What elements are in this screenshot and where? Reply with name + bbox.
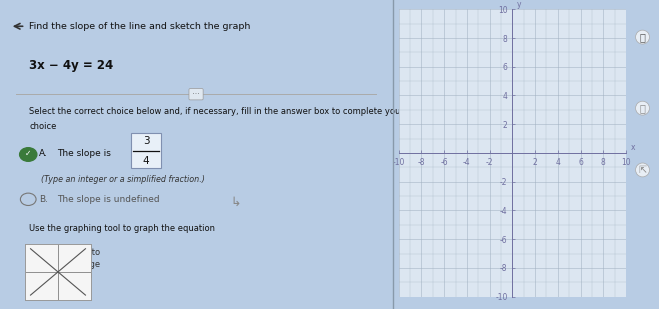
Text: 3: 3 [143,136,150,146]
Text: ✓: ✓ [25,149,32,158]
Text: Select the correct choice below and, if necessary, fill in the answer box to com: Select the correct choice below and, if … [30,107,404,116]
Text: Use the graphing tool to graph the equation: Use the graphing tool to graph the equat… [30,224,215,233]
Text: 🔍: 🔍 [640,32,645,42]
Text: Click to
enlarge
graph: Click to enlarge graph [69,248,101,281]
Text: The slope is: The slope is [57,149,111,158]
Text: ↳: ↳ [230,196,241,209]
Text: A.: A. [40,149,48,158]
Text: (Type an integer or a simplified fraction.): (Type an integer or a simplified fractio… [41,175,205,184]
Text: 4: 4 [143,155,150,166]
Text: x: x [631,143,635,152]
Text: 🔍: 🔍 [640,103,645,113]
Text: ···: ··· [190,90,202,99]
Text: The slope is undefined: The slope is undefined [57,195,159,204]
Circle shape [20,148,37,161]
Text: ⇱: ⇱ [639,165,646,175]
FancyBboxPatch shape [131,133,161,168]
Text: y: y [517,0,521,9]
Text: 3x − 4y = 24: 3x − 4y = 24 [30,59,113,72]
Text: Find the slope of the line and sketch the graph: Find the slope of the line and sketch th… [30,22,251,31]
Text: choice: choice [30,122,57,131]
Text: B.: B. [40,195,48,204]
